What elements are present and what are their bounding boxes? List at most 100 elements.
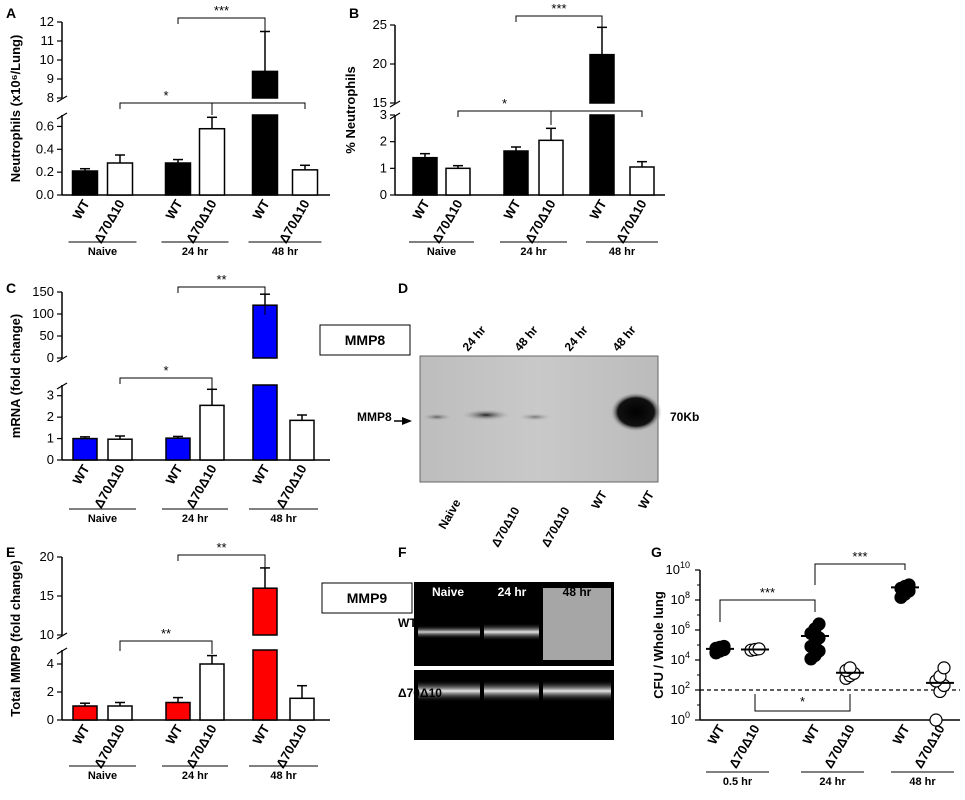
gel-f-band-wt-24 (484, 623, 539, 641)
chart-e-bar-4-upper (252, 587, 278, 636)
blot-d-band-wt-48 (610, 392, 662, 432)
chart-b-category-label: WT (409, 197, 432, 222)
chart-a-y-label: Neutrophils (x10⁶/Lung) (8, 35, 23, 183)
blot-d-bottom-label-1: Naive (435, 496, 463, 531)
chart-g-significance-label: *** (852, 549, 867, 564)
chart-g-category-label: Δ70Δ10 (821, 722, 858, 771)
chart-b-tick-label: 2 (380, 134, 387, 149)
chart-b-significance-bracket (550, 110, 643, 125)
blot-d-band-label: MMP8 (357, 410, 392, 424)
chart-g-tick-label: 1010 (666, 560, 690, 577)
mmp8-label-text: MMP8 (345, 332, 386, 348)
blot-d-band-mut-24 (460, 409, 512, 421)
panel-label-b: B (349, 5, 359, 21)
chart-g-category-label: Δ70Δ10 (726, 722, 763, 771)
gel-f-col-label-1: Naive (432, 585, 464, 599)
chart-a-tick-label: 0.2 (36, 164, 54, 179)
chart-b-bar-4-lower (589, 114, 615, 196)
chart-e-bar-2 (165, 701, 191, 721)
chart-c-axis-break-mark (56, 355, 68, 363)
panel-label-e: E (6, 544, 15, 560)
chart-c-significance-label: ** (216, 272, 226, 287)
chart-b-group-label: Naive (427, 246, 456, 258)
chart-a-category-label: Δ70Δ10 (91, 197, 128, 246)
chart-a-significance-bracket (177, 17, 266, 68)
chart-e-significance-label: ** (161, 626, 171, 641)
gel-f-row-label-2: Δ70Δ10 (398, 686, 442, 700)
chart-e-significance-bracket (177, 554, 266, 583)
chart-g-category-label: WT (799, 722, 822, 747)
chart-c-group-label: Naive (88, 513, 117, 525)
chart-g-category-label: Δ70Δ10 (911, 722, 948, 771)
chart-b-bar-5 (629, 166, 655, 196)
chart-b-category-label: Δ70Δ10 (429, 197, 466, 246)
chart-a-tick-label: 10 (40, 52, 54, 67)
chart-a-bar-1 (106, 162, 134, 196)
chart-g-category-label: WT (704, 722, 727, 747)
chart-e-group-label: 48 hr (270, 770, 297, 782)
chart-c-bar-3 (199, 404, 225, 461)
chart-a-significance-bracket (119, 102, 213, 115)
chart-e-y-label: Total MMP9 (fold change) (8, 560, 23, 716)
chart-b-significance-label: * (594, 96, 599, 111)
chart-e-category-label: WT (162, 722, 185, 747)
chart-g-y-label: CFU / Whole lung (651, 591, 666, 699)
chart-g-significance-bracket (754, 694, 851, 712)
chart-g-group-label: 24 hr (819, 776, 846, 788)
blot-d-top-label-1: 24 hr (460, 323, 489, 354)
chart-a-bar-4-upper (251, 70, 279, 99)
chart-a-tick-label: 8 (47, 90, 54, 105)
chart-e-tick-label: 20 (40, 549, 54, 564)
chart-a-significance-label: * (256, 88, 261, 103)
blot-d-top-label-2: 48 hr (512, 323, 541, 354)
chart-c-category-label: WT (69, 462, 92, 487)
chart-a-tick-label: 11 (41, 33, 55, 48)
chart-b-tick-label: 25 (373, 17, 387, 32)
chart-c-category-label: Δ70Δ10 (91, 462, 128, 511)
chart-g-tick-label: 108 (671, 590, 690, 607)
chart-e-bar-5 (289, 697, 315, 721)
chart-e-category-label: Δ70Δ10 (91, 722, 128, 771)
chart-a-tick-label: 0.4 (36, 141, 54, 156)
chart-b-axis-break-mark (389, 112, 401, 120)
mmp9-label-box: MMP9 (321, 582, 413, 614)
chart-c-group-label: 48 hr (270, 513, 297, 525)
gel-f-row-label-1: WT (398, 616, 417, 630)
chart-c-tick-label: 2 (47, 409, 54, 424)
chart-a-bar-3 (198, 127, 226, 196)
chart-g-point (717, 639, 731, 654)
chart-b-bar-2 (503, 150, 529, 196)
chart-g-point (929, 713, 943, 727)
gel-f-band-mut-48 (543, 680, 611, 702)
chart-b-y-label: % Neutrophils (343, 66, 358, 153)
chart-a-axis-break-mark (56, 112, 68, 120)
panel-label-f: F (398, 544, 407, 560)
panel-label-a: A (6, 5, 16, 21)
chart-g-group-label: 48 hr (909, 776, 936, 788)
chart-b-significance-bracket (515, 15, 603, 96)
chart-e-category-label: WT (69, 722, 92, 747)
chart-c-tick-label: 3 (47, 388, 54, 403)
chart-c-significance-bracket (177, 286, 266, 315)
chart-e-bar-3 (199, 663, 225, 721)
chart-a-tick-label: 9 (47, 71, 54, 86)
chart-g-point (937, 661, 951, 675)
chart-c-bar-5 (289, 419, 315, 461)
chart-a-bar-4-lower (251, 114, 279, 196)
chart-e-significance-label: ** (216, 540, 226, 555)
chart-c-bar-4-lower (252, 384, 278, 461)
chart-e-axis-break-mark (56, 647, 68, 655)
gel-f-band-mut-24 (484, 680, 539, 702)
chart-a-bar-2 (164, 162, 192, 196)
chart-b-tick-label: 20 (373, 56, 387, 71)
chart-a-category-label: WT (249, 197, 272, 222)
blot-d-bottom-label-3: Δ70Δ10 (538, 504, 572, 549)
chart-e-category-label: Δ70Δ10 (273, 722, 310, 771)
chart-g-tick-label: 104 (671, 650, 690, 667)
chart-a-axis-break-mark (56, 95, 68, 103)
chart-g-significance-bracket (814, 563, 906, 585)
chart-c-significance-bracket (119, 377, 213, 392)
